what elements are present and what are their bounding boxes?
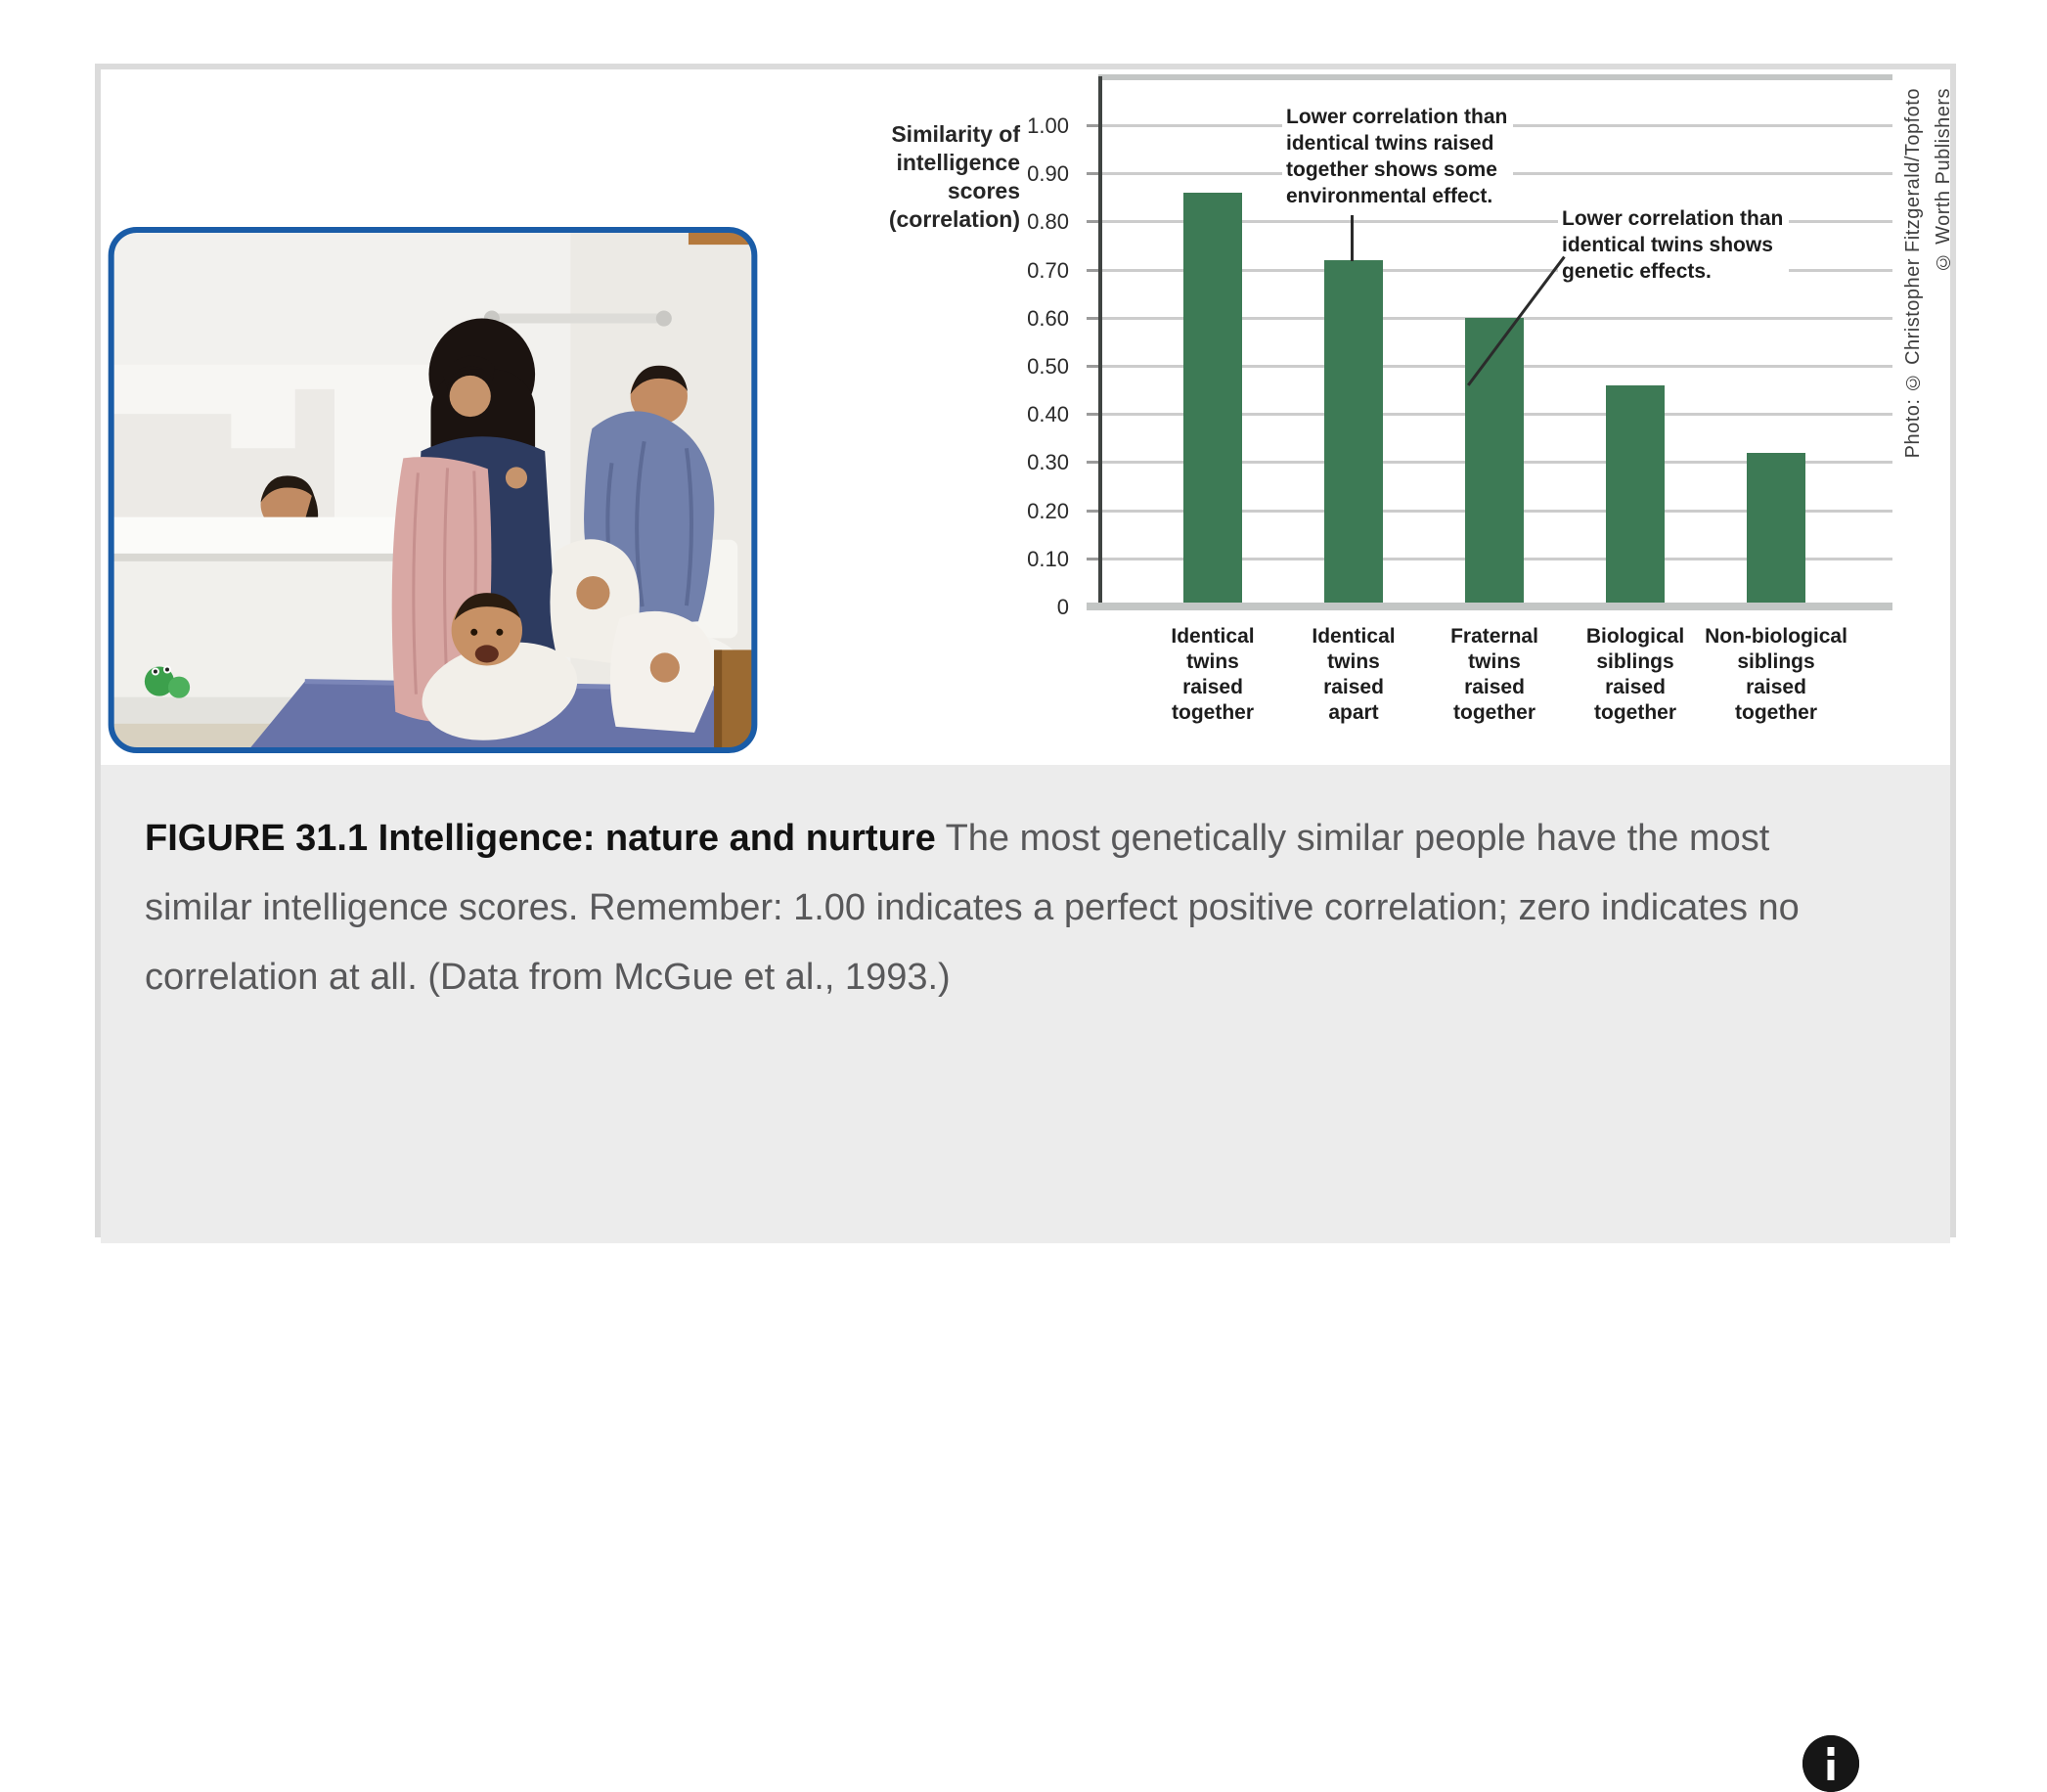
bar-chart: Lower correlation than identical twins r…	[1027, 74, 1892, 724]
y-tick-label-0.40: 0.40	[1027, 402, 1069, 427]
y-tick-label-1.00: 1.00	[1027, 113, 1069, 138]
info-icon	[1802, 1735, 1859, 1792]
gridline-0.80	[1100, 220, 1892, 224]
y-tick-0.80	[1087, 220, 1100, 224]
x-label-fraternal-twins-raised-together: Fraternal twins raised together	[1450, 625, 1538, 724]
y-tick-0.60	[1087, 316, 1100, 320]
y-tick-0.70	[1087, 268, 1100, 272]
y-tick-0.40	[1087, 413, 1100, 417]
figure-panel: Similarity of intelligence scores (corre…	[101, 69, 1954, 765]
y-tick-label-0.10: 0.10	[1027, 546, 1069, 571]
bath-photo-illustration	[108, 227, 758, 753]
frog-toy	[144, 665, 191, 698]
chart-top-border	[1098, 74, 1892, 80]
photo-border	[108, 227, 758, 753]
bath-photo[interactable]	[108, 227, 758, 753]
x-axis-line	[1087, 603, 1892, 610]
annotation-environmental-effect: Lower correlation than identical twins r…	[1282, 102, 1514, 213]
info-button[interactable]	[1802, 1735, 1859, 1792]
y-tick-0.50	[1087, 365, 1100, 368]
y-tick-label-0.80: 0.80	[1027, 209, 1069, 235]
y-tick-0.10	[1087, 557, 1100, 560]
y-tick-label-0.90: 0.90	[1027, 161, 1069, 187]
caption-panel: FIGURE 31.1 Intelligence: nature and nur…	[101, 765, 1950, 1792]
bar-identical-twins-raised-apart	[1324, 260, 1383, 606]
x-label-identical-twins-raised-apart: Identical twins raised apart	[1312, 625, 1396, 724]
x-label-non-biological-siblings-raised-together: Non-biological siblings raised together	[1705, 625, 1847, 724]
y-tick-0.20	[1087, 509, 1100, 513]
figure-caption: FIGURE 31.1 Intelligence: nature and nur…	[145, 804, 1827, 1012]
y-tick-label-0.20: 0.20	[1027, 498, 1069, 523]
y-tick-label-0.60: 0.60	[1027, 305, 1069, 331]
bar-identical-twins-raised-together	[1183, 193, 1242, 606]
figure-caption-body: The most genetically similar people have…	[145, 818, 1800, 998]
babies-in-white-towels	[422, 539, 715, 740]
photo-credit: Photo: © Christopher Fitzgerald/Topfoto …	[1902, 88, 2023, 458]
annotation-connector-line	[1351, 215, 1354, 261]
y-axis-line	[1098, 76, 1102, 606]
y-tick-1.00	[1087, 124, 1100, 127]
y-tick-label-0.30: 0.30	[1027, 450, 1069, 475]
x-label-identical-twins-raised-together: Identical twins raised together	[1171, 625, 1255, 724]
gridline-0.70	[1100, 268, 1892, 272]
bar-fraternal-twins-raised-together	[1465, 318, 1524, 606]
figure-card: Similarity of intelligence scores (corre…	[95, 64, 1956, 1792]
towel-bar	[486, 313, 669, 324]
y-tick-label-0.50: 0.50	[1027, 354, 1069, 379]
annotation-genetic-effects: Lower correlation than identical twins s…	[1558, 203, 1790, 289]
bar-non-biological-siblings-raised-together	[1747, 453, 1805, 606]
figure-caption-label: FIGURE 31.1 Intelligence: nature and nur…	[145, 818, 936, 859]
y-tick-0.90	[1087, 172, 1100, 176]
photo-credit-line-2: © Worth Publishers	[1933, 88, 1954, 273]
y-tick-label-0.70: 0.70	[1027, 257, 1069, 283]
y-axis-title: Similarity of intelligence scores (corre…	[888, 121, 1020, 232]
x-label-biological-siblings-raised-together: Biological siblings raised together	[1585, 625, 1685, 724]
photo-credit-line-1: Photo: © Christopher Fitzgerald/Topfoto	[1902, 88, 1924, 459]
y-tick-0.30	[1087, 461, 1100, 465]
wood-cabinet	[714, 650, 755, 750]
crawling-baby-head	[451, 595, 523, 666]
y-tick-label-0: 0	[1056, 595, 1069, 619]
bar-biological-siblings-raised-together	[1606, 385, 1665, 606]
